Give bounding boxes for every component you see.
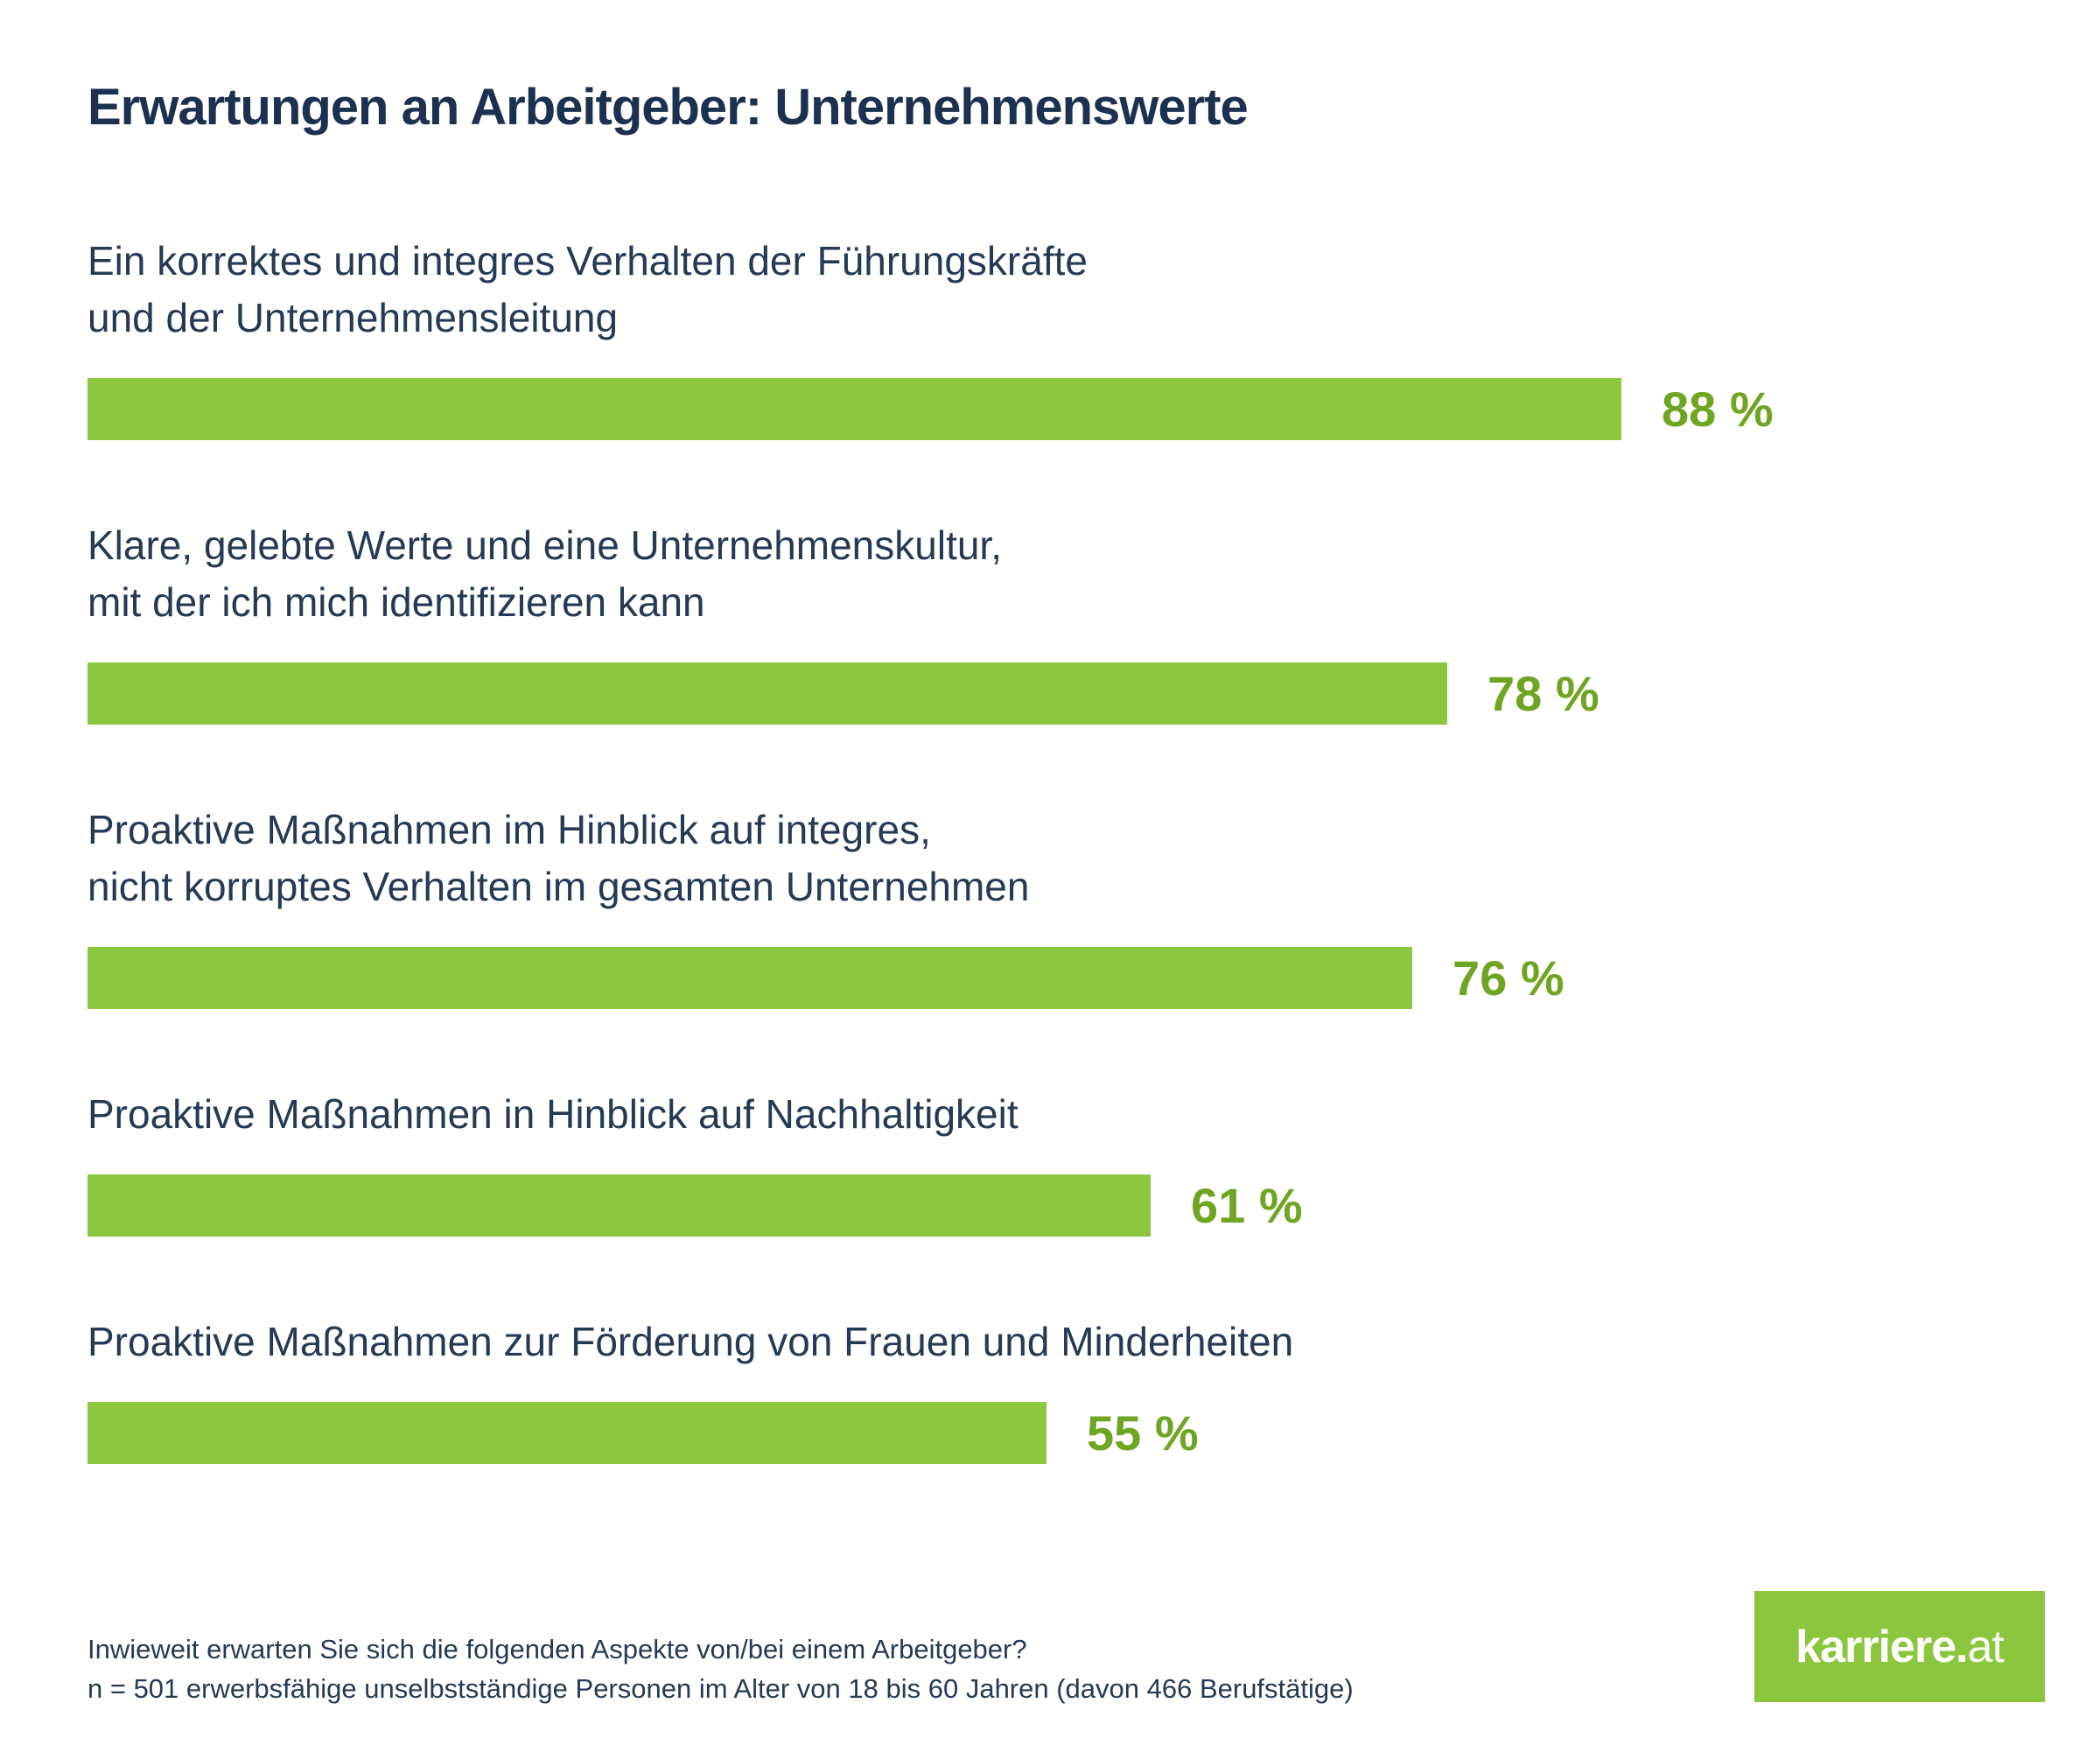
bar-value-label: 88 % (1662, 382, 1774, 437)
bar-value-label: 78 % (1488, 666, 1600, 721)
bar-category-label: Proaktive Maßnahmen in Hinblick auf Nach… (88, 1091, 1018, 1137)
footer-notes: Inwieweit erwarten Sie sich die folgende… (88, 1629, 1354, 1708)
bar-category-label: Ein korrektes und integres Verhalten der… (88, 238, 1088, 340)
bar-value-label: 76 % (1452, 950, 1564, 1006)
bar-category-label: Proaktive Maßnahmen zur Förderung von Fr… (88, 1319, 1294, 1364)
bar-group: Ein korrektes und integres Verhalten der… (88, 233, 2100, 440)
sample-description: n = 501 erwerbsfähige unselbstständige P… (88, 1673, 1354, 1704)
bar-group: Proaktive Maßnahmen in Hinblick auf Nach… (88, 1086, 2100, 1237)
bar-group: Klare, gelebte Werte und eine Unternehme… (88, 517, 2100, 725)
bar-group: Proaktive Maßnahmen im Hinblick auf inte… (88, 802, 2100, 1009)
bar (88, 662, 1447, 725)
bar-category-label: Klare, gelebte Werte und eine Unternehme… (88, 522, 1002, 625)
bar (88, 1402, 1046, 1464)
bar-value-label: 61 % (1191, 1178, 1303, 1233)
bar (88, 947, 1412, 1009)
bar-chart: Ein korrektes und integres Verhalten der… (88, 233, 2100, 1464)
bar-row: 55 % (88, 1402, 2100, 1464)
bar-value-label: 55 % (1087, 1405, 1199, 1461)
logo-text-bold: karriere. (1796, 1621, 1968, 1672)
bar-row: 76 % (88, 947, 2100, 1009)
bar-group: Proaktive Maßnahmen zur Förderung von Fr… (88, 1314, 2100, 1464)
page-title: Erwartungen an Arbeitgeber: Unternehmens… (88, 79, 1249, 136)
bar (88, 1174, 1151, 1237)
survey-question: Inwieweit erwarten Sie sich die folgende… (88, 1634, 1027, 1664)
logo-text-light: at (1967, 1621, 2004, 1672)
karriere-at-logo: karriere. at (1754, 1591, 2045, 1702)
bar-category-label: Proaktive Maßnahmen im Hinblick auf inte… (88, 807, 1030, 909)
bar-row: 61 % (88, 1174, 2100, 1237)
bar-row: 78 % (88, 662, 2100, 725)
bar (88, 378, 1621, 440)
bar-row: 88 % (88, 378, 2100, 440)
